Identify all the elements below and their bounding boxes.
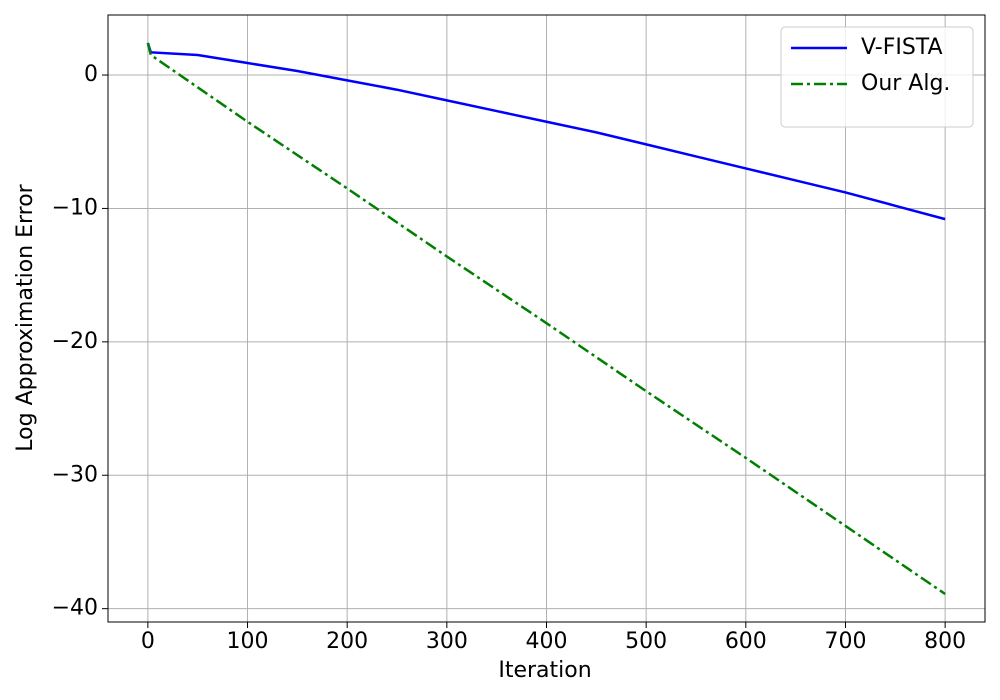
x-tick-label: 100: [227, 629, 269, 654]
y-tick-label: −40: [52, 596, 98, 621]
x-axis-label: Iteration: [498, 658, 591, 683]
x-tick-label: 700: [824, 629, 866, 654]
x-tick-label: 200: [326, 629, 368, 654]
x-tick-label: 800: [924, 629, 966, 654]
x-tick-label: 300: [426, 629, 468, 654]
y-tick-label: −20: [52, 329, 98, 354]
x-tick-label: 0: [141, 629, 155, 654]
x-tick-label: 600: [725, 629, 767, 654]
y-tick-label: −10: [52, 195, 98, 220]
y-tick-label: −30: [52, 462, 98, 487]
legend: V-FISTA Our Alg.: [780, 26, 974, 128]
y-axis-label: Log Approximation Error: [13, 183, 38, 451]
legend-box: [780, 26, 974, 128]
x-tick-label: 400: [526, 629, 568, 654]
legend-label: V-FISTA: [861, 35, 943, 60]
legend-label: Our Alg.: [861, 71, 950, 96]
data-line: [146, 42, 946, 596]
y-tick-label: 0: [84, 62, 98, 87]
data-line: [146, 42, 946, 221]
plot-frame: [107, 14, 986, 623]
x-tick-label: 500: [625, 629, 667, 654]
